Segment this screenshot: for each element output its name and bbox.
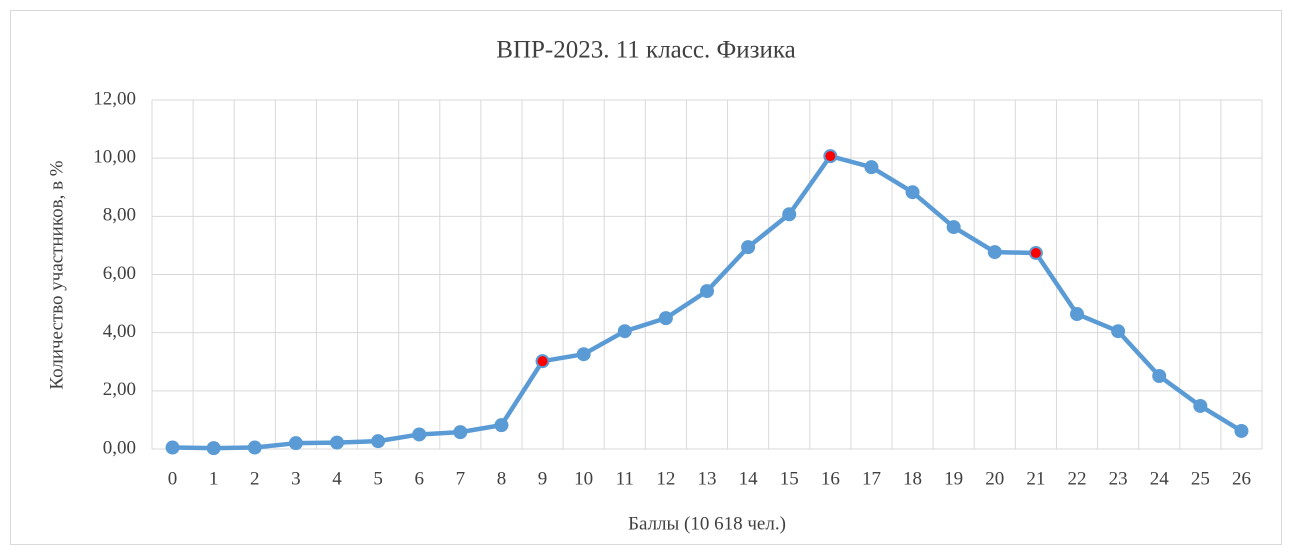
x-tick-label: 19 (944, 468, 963, 489)
marker (741, 240, 756, 255)
x-tick-label: 4 (332, 468, 342, 489)
marker (617, 324, 632, 339)
highlight-marker (535, 354, 550, 369)
chart-frame (10, 10, 1282, 545)
marker (1234, 423, 1249, 438)
y-tick-label: 0,00 (103, 437, 136, 458)
y-axis-title: Количество участников, в % (46, 160, 67, 389)
x-tick-label: 5 (373, 468, 383, 489)
marker (206, 441, 221, 456)
x-tick-label: 12 (656, 468, 675, 489)
x-tick-label: 1 (209, 468, 219, 489)
marker (700, 284, 714, 299)
x-tick-label: 10 (574, 468, 593, 489)
y-tick-label: 6,00 (103, 263, 136, 284)
x-tick-label: 0 (168, 468, 178, 489)
y-tick-label: 2,00 (103, 379, 136, 400)
x-tick-label: 14 (739, 468, 759, 489)
marker (288, 436, 303, 451)
marker (782, 207, 797, 222)
marker (330, 435, 344, 450)
x-tick-label: 7 (456, 468, 466, 489)
marker (658, 311, 673, 326)
marker (864, 160, 879, 175)
x-tick-label: 16 (821, 468, 840, 489)
x-tick-label: 6 (414, 468, 424, 489)
marker (946, 220, 961, 235)
x-tick-label: 20 (985, 468, 1004, 489)
y-tick-label: 12,00 (93, 88, 136, 109)
x-tick-label: 22 (1068, 468, 1087, 489)
marker (165, 440, 180, 455)
x-tick-label: 2 (250, 468, 260, 489)
marker (1193, 398, 1208, 413)
x-tick-label: 18 (903, 468, 922, 489)
x-tick-label: 21 (1026, 468, 1045, 489)
highlight-marker (823, 149, 838, 164)
marker (247, 440, 262, 455)
highlight-marker (1028, 245, 1043, 260)
marker (576, 347, 591, 362)
x-tick-label: 17 (862, 468, 881, 489)
marker (1070, 307, 1084, 322)
x-axis-title: Баллы (10 618 чел.) (628, 513, 786, 534)
x-tick-label: 9 (538, 468, 548, 489)
y-tick-label: 8,00 (103, 205, 136, 226)
x-tick-label: 24 (1150, 468, 1170, 489)
y-tick-label: 10,00 (93, 147, 136, 168)
x-tick-label: 11 (616, 468, 634, 489)
y-tick-label: 4,00 (103, 321, 136, 342)
x-tick-label: 3 (291, 468, 301, 489)
x-tick-label: 26 (1232, 468, 1251, 489)
marker (453, 425, 468, 440)
marker (905, 185, 920, 200)
marker (1152, 369, 1167, 384)
marker (987, 245, 1002, 260)
marker (1111, 324, 1126, 339)
marker (494, 418, 509, 433)
x-tick-label: 13 (698, 468, 717, 489)
marker (371, 434, 386, 449)
chart-title: ВПР-2023. 11 класс. Физика (496, 37, 795, 64)
x-tick-label: 23 (1109, 468, 1128, 489)
x-tick-label: 8 (497, 468, 507, 489)
x-tick-label: 15 (780, 468, 799, 489)
marker (412, 427, 427, 442)
x-tick-label: 25 (1191, 468, 1210, 489)
